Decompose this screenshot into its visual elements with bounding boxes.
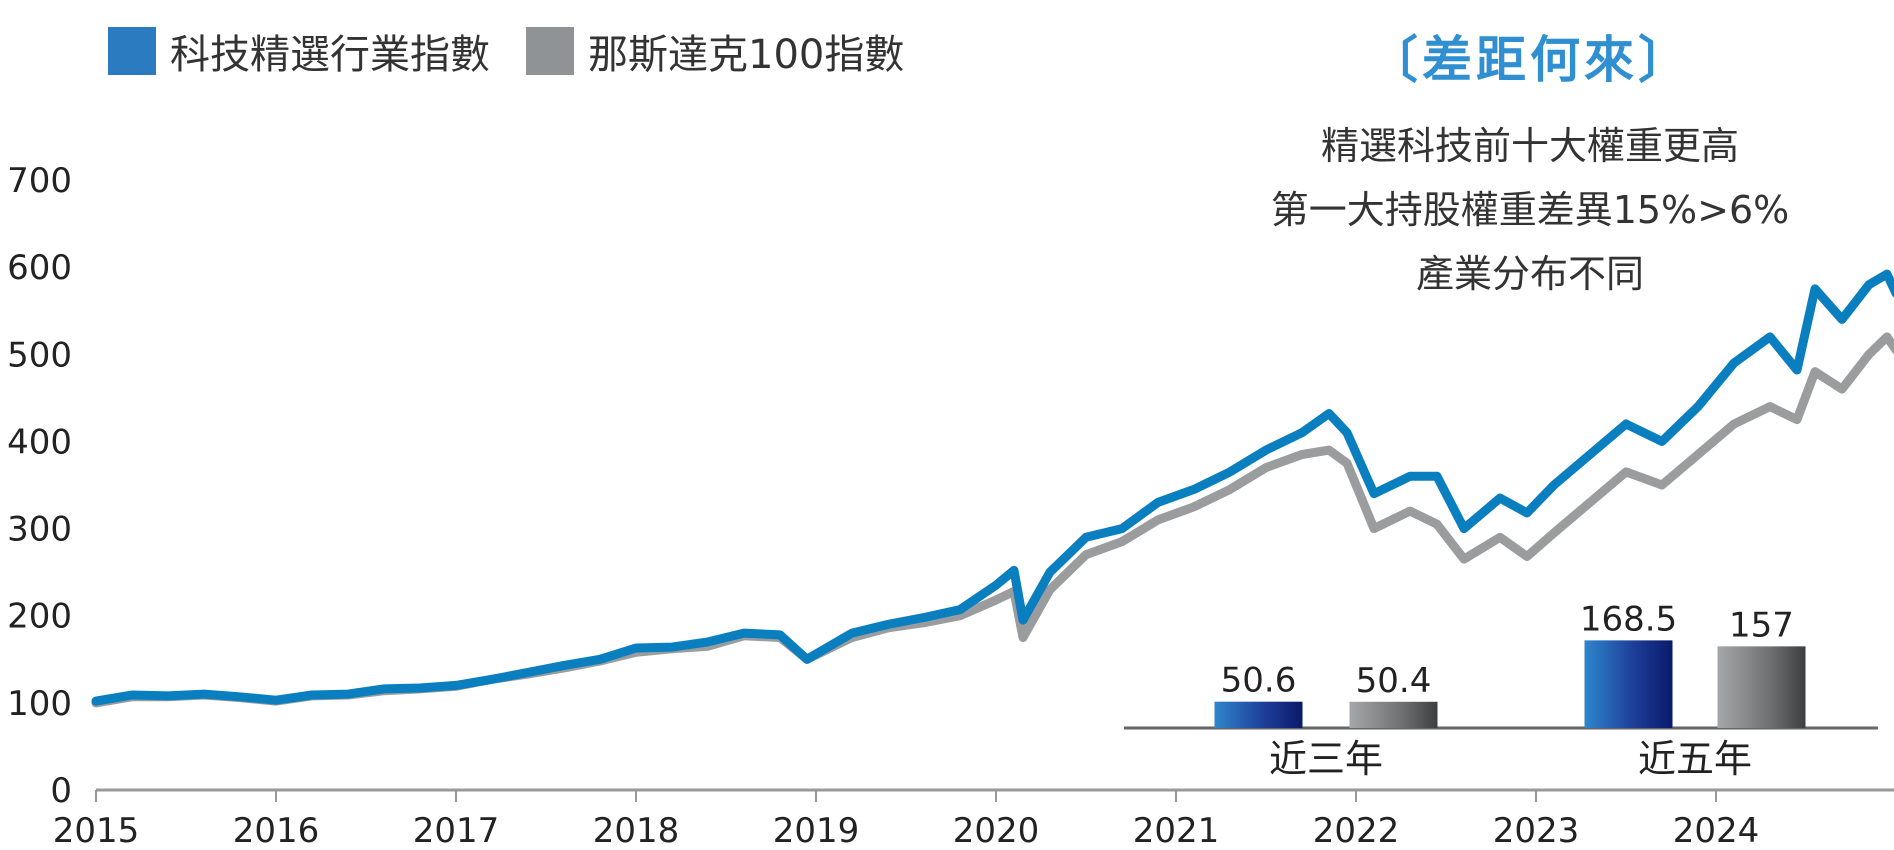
bar-tech-select <box>1214 701 1303 728</box>
legend-label-tech-select: 科技精選行業指數 <box>170 32 490 78</box>
callout-box: 〔差距何來〕 精選科技前十大權重更高 第一大持股權重差異15%>6% 產業分布不… <box>1240 20 1820 306</box>
x-tick-label: 2019 <box>773 811 860 850</box>
x-tick-label: 2023 <box>1493 811 1580 850</box>
callout-title: 〔差距何來〕 <box>1368 31 1692 89</box>
y-tick-label: 100 <box>7 684 72 724</box>
bar-data-label: 50.6 <box>1221 661 1297 701</box>
bar-nasdaq100 <box>1717 646 1806 728</box>
y-tick-label: 0 <box>50 771 72 811</box>
callout-line-2: 第一大持股權重差異15%>6% <box>1270 188 1790 232</box>
legend: 科技精選行業指數 那斯達克100指數 <box>108 22 940 80</box>
legend-item-nasdaq100: 那斯達克100指數 <box>526 22 904 80</box>
y-tick-label: 700 <box>7 161 72 201</box>
x-tick-label: 2015 <box>53 811 140 850</box>
y-tick-label: 500 <box>7 335 72 375</box>
bar-nasdaq100 <box>1349 701 1438 728</box>
legend-label-nasdaq100: 那斯達克100指數 <box>588 32 905 78</box>
bar-tech-select <box>1584 640 1673 728</box>
y-tick-label: 200 <box>7 597 72 637</box>
legend-swatch-nasdaq100 <box>526 27 574 75</box>
bar-category-label: 近三年 <box>1269 737 1383 781</box>
series-line-tech-select <box>91 269 1894 706</box>
x-tick-label: 2018 <box>593 811 680 850</box>
y-tick-label: 400 <box>7 422 72 462</box>
x-tick-label: 2024 <box>1673 811 1760 850</box>
x-tick-label: 2022 <box>1313 811 1400 850</box>
y-tick-label: 600 <box>7 248 72 288</box>
legend-swatch-tech-select <box>108 27 156 75</box>
callout-line-3: 產業分布不同 <box>1415 252 1644 296</box>
y-tick-label: 300 <box>7 510 72 550</box>
x-tick-label: 2021 <box>1133 811 1220 850</box>
x-tick-label: 2020 <box>953 811 1040 850</box>
x-tick-label: 2016 <box>233 811 320 850</box>
legend-item-tech-select: 科技精選行業指數 <box>108 22 490 80</box>
bar-data-label: 50.4 <box>1356 661 1432 701</box>
x-tick-label: 2017 <box>413 811 500 850</box>
bar-data-label: 168.5 <box>1580 599 1677 639</box>
bar-data-label: 157 <box>1729 605 1794 645</box>
callout-line-1: 精選科技前十大權重更高 <box>1320 124 1739 168</box>
bar-category-label: 近五年 <box>1638 737 1752 781</box>
